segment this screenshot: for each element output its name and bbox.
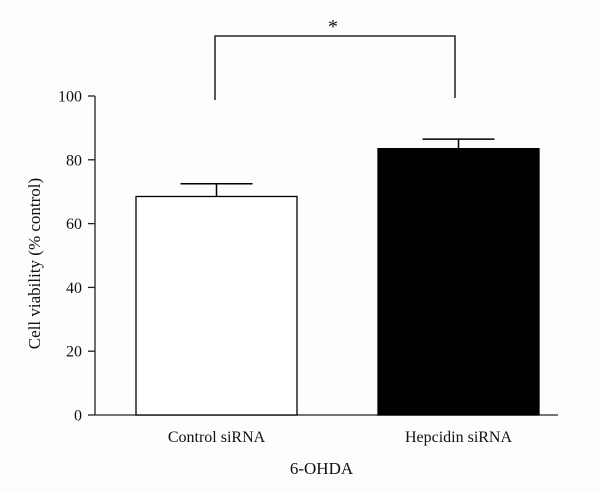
- x-tick-label: Control siRNA: [168, 429, 266, 446]
- y-tick-label: 20: [66, 344, 82, 361]
- y-tick-label: 40: [66, 280, 82, 297]
- significance-bracket: *: [214, 16, 456, 100]
- bar: [377, 147, 540, 416]
- y-tick-label: 100: [58, 89, 82, 106]
- y-tick-label: 60: [66, 216, 82, 233]
- error-bars: [180, 138, 495, 197]
- x-axis-title: 6-OHDA: [290, 459, 354, 478]
- significance-marker: *: [328, 16, 338, 38]
- y-axis-title: Cell viability (% control): [25, 178, 44, 349]
- x-tick-labels: Control siRNA Hepcidin siRNA: [168, 429, 513, 446]
- y-tick-label: 80: [66, 152, 82, 169]
- y-tick-label: 0: [74, 408, 82, 425]
- x-tick-label: Hepcidin siRNA: [405, 429, 513, 446]
- bars: [135, 147, 540, 416]
- y-tick-labels: 0 20 40 60 80 100: [58, 89, 82, 425]
- bar: [135, 195, 298, 416]
- bracket-line: [214, 35, 456, 100]
